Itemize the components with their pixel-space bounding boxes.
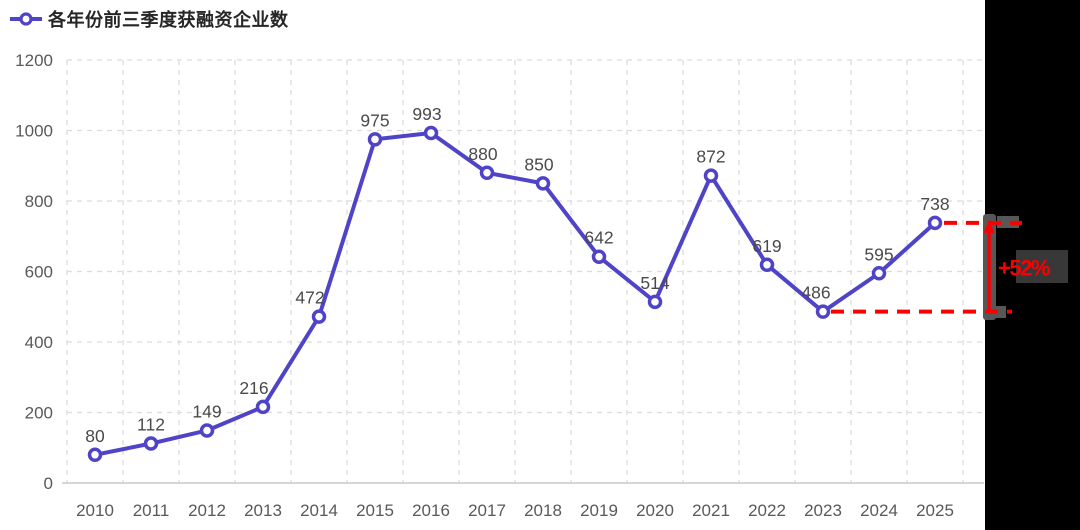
x-tick-label: 2013 (244, 501, 282, 520)
x-tick-label: 2014 (300, 501, 338, 520)
data-point-marker (535, 176, 551, 191)
data-label: 975 (360, 110, 389, 130)
x-tick-label: 2015 (356, 501, 394, 520)
data-point-marker (703, 168, 719, 183)
overlay-gray-stub-top (997, 216, 1019, 228)
data-label: 642 (584, 228, 613, 248)
data-label: 738 (920, 194, 949, 214)
data-label: 80 (85, 426, 105, 446)
data-label: 149 (192, 401, 221, 421)
data-label: 112 (137, 415, 165, 435)
data-label: 619 (752, 236, 781, 256)
y-tick-label: 800 (25, 192, 53, 211)
y-tick-label: 1000 (15, 122, 53, 141)
data-point-marker (199, 423, 215, 438)
x-tick-label: 2025 (916, 501, 954, 520)
x-tick-label: 2020 (636, 501, 674, 520)
x-tick-label: 2016 (412, 501, 450, 520)
data-label: 486 (801, 283, 830, 303)
data-point-marker (87, 447, 103, 463)
legend-line-marker-icon (10, 12, 42, 26)
x-tick-label: 2024 (860, 501, 898, 520)
x-tick-label: 2023 (804, 501, 842, 520)
x-tick-label: 2012 (188, 501, 226, 520)
legend[interactable]: 各年份前三季度获融资企业数 (8, 6, 289, 32)
data-point-marker (927, 215, 943, 231)
data-point-marker (647, 294, 663, 310)
overlay-gray-smudge (1016, 250, 1068, 283)
data-label: 880 (468, 144, 497, 164)
data-point-marker (311, 309, 327, 324)
data-point-marker (423, 125, 439, 141)
data-point-marker (815, 304, 831, 319)
x-tick-label: 2010 (76, 501, 114, 520)
data-label: 850 (524, 154, 553, 174)
x-tick-label: 2021 (692, 501, 730, 520)
y-tick-label: 400 (25, 333, 53, 352)
x-tick-label: 2018 (524, 501, 562, 520)
x-tick-label: 2019 (580, 501, 618, 520)
y-tick-label: 600 (25, 263, 53, 282)
data-point-marker (759, 257, 775, 273)
data-point-marker (479, 165, 495, 181)
y-tick-label: 200 (25, 404, 53, 423)
y-tick-label: 0 (44, 474, 53, 493)
data-label: 514 (640, 273, 669, 293)
data-point-marker (591, 249, 607, 264)
x-tick-label: 2017 (468, 501, 506, 520)
legend-label: 各年份前三季度获融资企业数 (48, 10, 289, 30)
data-point-marker (367, 132, 383, 147)
data-point-marker (255, 399, 271, 415)
data-label: 595 (864, 244, 893, 264)
data-point-marker (871, 266, 887, 281)
series-line (93, 130, 937, 457)
data-label: 216 (239, 378, 268, 398)
x-tick-label: 2022 (748, 501, 786, 520)
annotation-up-arrow-icon (983, 219, 995, 233)
data-label: 993 (412, 104, 441, 124)
data-point-marker (143, 436, 159, 451)
data-label: 872 (696, 147, 725, 167)
annotation-growth-label: +52% (998, 255, 1050, 280)
data-label: 472 (295, 288, 324, 308)
x-tick-label: 2011 (133, 501, 170, 520)
y-tick-label: 1200 (15, 51, 53, 70)
